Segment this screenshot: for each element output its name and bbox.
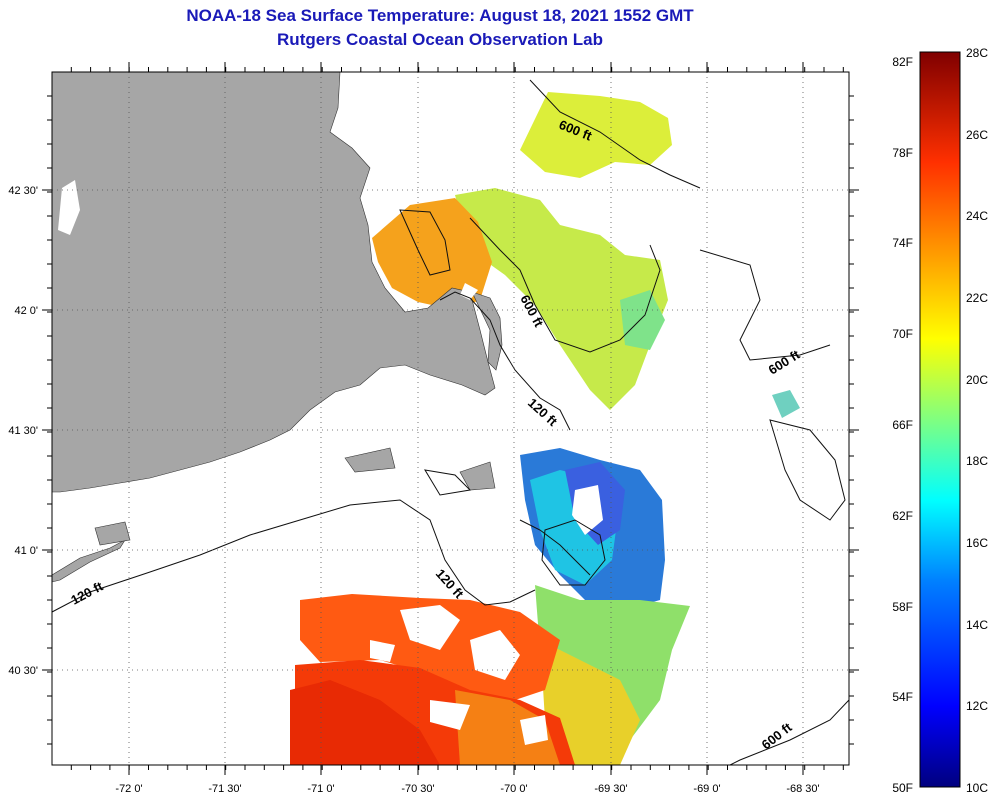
sst-patch-slope-warm-1: [300, 594, 560, 705]
colorbar-c-label: 14C: [966, 618, 988, 632]
colorbar-f-label: 70F: [892, 327, 913, 341]
colorbar-c-label: 18C: [966, 454, 988, 468]
colorbar-f-label: 74F: [892, 236, 913, 250]
contour-600ft-east: [699, 249, 831, 361]
land-nantucket: [459, 461, 496, 491]
land-marthas-vineyard: [344, 447, 396, 473]
contour-mass-bay: [399, 209, 451, 276]
minor-tick-marks: [47, 67, 854, 770]
sst-patch-maine-green: [620, 290, 665, 350]
contour-label: 120 ft: [68, 578, 106, 608]
sst-patch-gulf-of-maine-north: [520, 92, 672, 178]
colorbar-f-label: 82F: [892, 55, 913, 69]
x-tick-label: -70 0': [500, 783, 527, 795]
y-tick-label: 41 30': [8, 425, 38, 437]
y-tick-label: 40 30': [8, 665, 38, 677]
y-tick-label: 41 0': [14, 545, 38, 557]
colorbar-c-label: 10C: [966, 781, 988, 795]
land-layer: [52, 72, 503, 583]
contour-label: 600 ft: [759, 719, 796, 752]
colorbar-f-label: 62F: [892, 509, 913, 523]
sst-patch-mass-bay-orange: [372, 198, 492, 310]
bathymetry-contours: [52, 79, 849, 765]
graticule: [52, 72, 849, 765]
colorbar-c-label: 12C: [966, 699, 988, 713]
sst-patch-east-small: [772, 390, 800, 418]
colorbar-c-label: 24C: [966, 209, 988, 223]
colorbar-c-label: 20C: [966, 373, 988, 387]
map-frame: [51, 71, 850, 766]
tick-marks: [42, 62, 859, 775]
colorbar-f-label: 54F: [892, 690, 913, 704]
land-new-england: [52, 72, 496, 493]
colorbar-c-label: 22C: [966, 291, 988, 305]
colorbar-c-label: 16C: [966, 536, 988, 550]
contour-120ft-georges: [519, 519, 591, 576]
colorbar-f-label: 66F: [892, 418, 913, 432]
contour-120ft-cape: [439, 291, 571, 431]
contour-label: 120 ft: [433, 566, 467, 602]
sst-data-layer: [290, 92, 800, 765]
x-tick-label: -68 30': [786, 783, 819, 795]
land-long-island: [52, 539, 126, 583]
colorbar-f-label: 78F: [892, 146, 913, 160]
colorbar: [919, 51, 961, 788]
y-tick-label: 42 30': [8, 185, 38, 197]
contour-600ft-north: [529, 79, 701, 189]
y-tick-label: 42 0': [14, 305, 38, 317]
x-tick-label: -70 30': [401, 783, 434, 795]
colorbar-f-label: 58F: [892, 600, 913, 614]
sst-patch-slope-warm-3: [290, 680, 440, 765]
map-subtitle: Rutgers Coastal Ocean Observation Lab: [277, 30, 603, 49]
contour-120ft-shelf: [52, 499, 536, 613]
x-tick-label: -69 0': [693, 783, 720, 795]
contour-600ft-se: [728, 699, 849, 765]
colorbar-c-label: 28C: [966, 46, 988, 60]
sst-patch-slope-orange: [455, 690, 560, 765]
contour-label: 600 ft: [766, 346, 803, 377]
colorbar-c-label: 26C: [966, 128, 988, 142]
x-tick-label: -69 30': [594, 783, 627, 795]
land-block-island: [94, 521, 131, 546]
x-tick-label: -71 0': [307, 783, 334, 795]
colorbar-f-label: 50F: [892, 781, 913, 795]
sst-patch-gulf-of-maine-central: [455, 188, 668, 410]
land-cape-cod: [471, 291, 503, 371]
x-tick-label: -72 0': [115, 783, 142, 795]
contour-shoals: [424, 469, 472, 496]
x-tick-label: -71 30': [208, 783, 241, 795]
contour-georges-ring: [541, 519, 606, 586]
map-title: NOAA-18 Sea Surface Temperature: August …: [186, 6, 694, 25]
contour-east-islands: [769, 419, 846, 521]
contour-600ft-basin: [469, 217, 661, 353]
